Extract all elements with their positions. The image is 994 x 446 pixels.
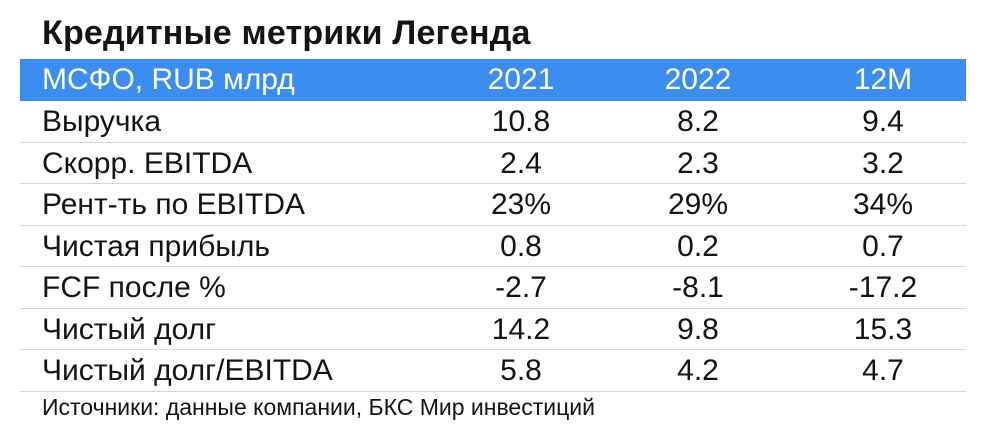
table-row: Скорр. EBITDA 2.4 2.3 3.2	[20, 143, 966, 184]
cell-2022: 29%	[667, 188, 729, 221]
table-row: Выручка 10.8 8.2 9.4	[20, 101, 966, 143]
table-header-row: МСФО, RUB млрд 2021 2022 12М	[20, 59, 966, 101]
row-label: Чистый долг/EBITDA	[42, 354, 333, 387]
cell-2022: 0.2	[677, 229, 719, 263]
cell-12m: 0.7	[862, 229, 904, 263]
cell-2022: -8.1	[672, 271, 724, 304]
header-cell-2021: 2021	[487, 63, 555, 96]
cell-2022: 2.3	[677, 146, 719, 180]
row-label: Выручка	[42, 105, 162, 138]
cell-2021: 0.8	[500, 229, 542, 263]
cell-2021: 23%	[490, 188, 552, 221]
cell-12m: 3.2	[862, 146, 904, 180]
header-cell-12m: 12М	[853, 63, 913, 96]
cell-12m: 9.4	[862, 105, 904, 138]
table-row: Чистый долг 14.2 9.8 15.3	[20, 309, 966, 350]
cell-12m: 15.3	[853, 312, 913, 346]
cell-2022: 8.2	[677, 105, 719, 138]
row-label: Чистая прибыль	[42, 229, 270, 263]
cell-2021: 2.4	[500, 146, 542, 180]
cell-12m: 4.7	[862, 354, 904, 387]
source-note: Источники: данные компании, БКС Мир инве…	[42, 394, 595, 420]
row-label: Рент-ть по EBITDA	[42, 188, 305, 221]
page-title: Кредитные метрики Легенда	[42, 14, 531, 52]
table-row: FCF после % -2.7 -8.1 -17.2	[20, 267, 966, 309]
row-label: Скорр. EBITDA	[42, 146, 253, 180]
table-row: Чистый долг/EBITDA 5.8 4.2 4.7	[20, 350, 966, 392]
credit-metrics-table: МСФО, RUB млрд 2021 2022 12М Выручка 10.…	[20, 59, 966, 392]
row-label: FCF после %	[42, 271, 226, 304]
cell-12m: -17.2	[848, 271, 918, 304]
table-row: Рент-ть по EBITDA 23% 29% 34%	[20, 184, 966, 226]
cell-12m: 34%	[852, 188, 914, 221]
cell-2021: -2.7	[495, 271, 547, 304]
cell-2021: 10.8	[491, 105, 551, 138]
cell-2022: 9.8	[677, 312, 719, 346]
cell-2021: 14.2	[491, 312, 551, 346]
header-cell-2022: 2022	[664, 63, 732, 96]
cell-2021: 5.8	[500, 354, 542, 387]
header-cell-metric: МСФО, RUB млрд	[42, 63, 295, 96]
cell-2022: 4.2	[677, 354, 719, 387]
table-row: Чистая прибыль 0.8 0.2 0.7	[20, 226, 966, 267]
row-label: Чистый долг	[42, 312, 217, 346]
